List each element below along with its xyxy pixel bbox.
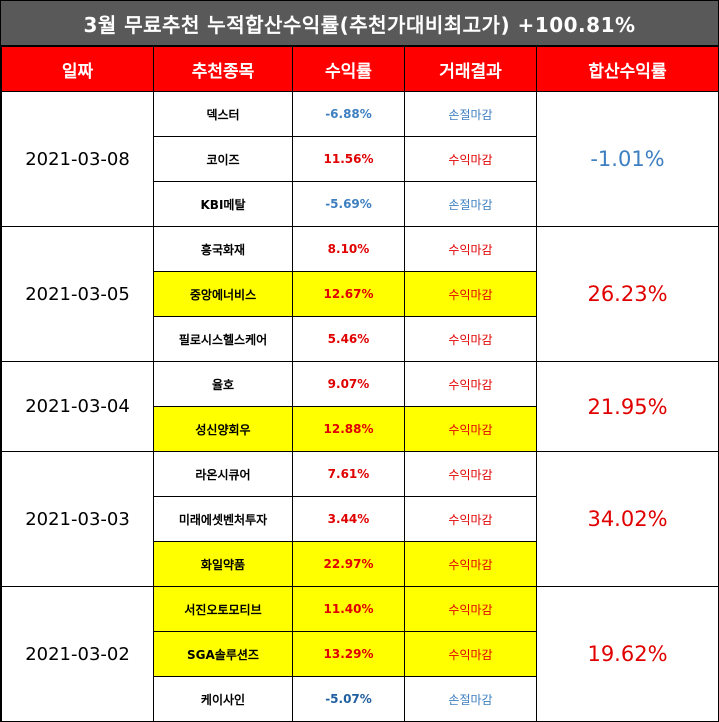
total-return-cell: 19.62%: [536, 586, 719, 722]
return-cell: 13.29%: [292, 631, 405, 677]
stock-name-cell: 율호: [153, 361, 293, 407]
date-cell: 2021-03-04: [1, 361, 154, 452]
header-total: 합산수익률: [536, 46, 719, 92]
header-row: 일짜 추천종목 수익률 거래결과 합산수익률: [1, 46, 719, 92]
stock-name-cell: 서진오토모티브: [153, 586, 293, 632]
result-cell: 수익마감: [404, 316, 537, 362]
stock-name-cell: 중앙에너비스: [153, 271, 293, 317]
total-return-cell: 26.23%: [536, 226, 719, 362]
table-row: 코이즈 11.56% 수익마감: [2, 136, 719, 182]
table-row: 케이사인 -5.07% 손절마감: [2, 676, 719, 722]
return-cell: 11.56%: [292, 136, 405, 182]
table-row: 2021-03-05 흥국화재 8.10% 수익마감 26.23%: [1, 226, 719, 362]
result-cell: 수익마감: [404, 361, 537, 407]
recommendation-table: 일짜 추천종목 수익률 거래결과 합산수익률 2021-03-08 덱스터 -6.8…: [1, 46, 719, 722]
result-cell: 수익마감: [404, 631, 537, 677]
return-cell: 3.44%: [292, 496, 405, 542]
table-row: KBI메탈 -5.69% 손절마감: [2, 181, 719, 227]
table-row: 화일약품 22.97% 수익마감: [2, 541, 719, 587]
table-row: 2021-03-04 율호 9.07% 수익마감 21.95%: [1, 361, 719, 452]
stock-name-cell: 흥국화재: [153, 226, 293, 272]
stock-name-cell: KBI메탈: [153, 181, 293, 227]
total-return-cell: -1.01%: [536, 91, 719, 227]
stock-name-cell: 라온시큐어: [153, 451, 293, 497]
return-cell: -6.88%: [292, 91, 405, 137]
page-title: 3월 무료추천 누적합산수익률(추천가대비최고가) +100.81%: [1, 1, 718, 45]
return-cell: 11.40%: [292, 586, 405, 632]
result-cell: 수익마감: [404, 271, 537, 317]
result-cell: 수익마감: [404, 226, 537, 272]
table-row: 미래에셋벤처투자 3.44% 수익마감: [2, 496, 719, 542]
result-cell: 손절마감: [404, 91, 537, 137]
return-cell: 12.88%: [292, 406, 405, 452]
return-cell: 9.07%: [292, 361, 405, 407]
stock-name-cell: 성신양회우: [153, 406, 293, 452]
header-stock: 추천종목: [153, 46, 293, 92]
return-cell: 7.61%: [292, 451, 405, 497]
header-return: 수익률: [292, 46, 405, 92]
result-cell: 수익마감: [404, 406, 537, 452]
stock-name-cell: SGA솔루션즈: [153, 631, 293, 677]
result-cell: 수익마감: [404, 451, 537, 497]
table-row: 중앙에너비스 12.67% 수익마감: [2, 271, 719, 317]
header-date: 일짜: [1, 46, 154, 92]
table-row: 필로시스헬스케어 5.46% 수익마감: [2, 316, 719, 362]
stock-name-cell: 화일약품: [153, 541, 293, 587]
table-row: SGA솔루션즈 13.29% 수익마감: [2, 631, 719, 677]
result-cell: 수익마감: [404, 136, 537, 182]
date-cell: 2021-03-08: [1, 91, 154, 227]
stock-name-cell: 미래에셋벤처투자: [153, 496, 293, 542]
stock-name-cell: 케이사인: [153, 676, 293, 722]
result-cell: 손절마감: [404, 676, 537, 722]
return-cell: 8.10%: [292, 226, 405, 272]
result-cell: 수익마감: [404, 496, 537, 542]
result-cell: 수익마감: [404, 586, 537, 632]
total-return-cell: 34.02%: [536, 451, 719, 587]
return-cell: 5.46%: [292, 316, 405, 362]
return-cell: -5.07%: [292, 676, 405, 722]
date-cell: 2021-03-03: [1, 451, 154, 587]
date-cell: 2021-03-02: [1, 586, 154, 722]
table-row: 2021-03-08 덱스터 -6.88% 손절마감 -1.01%: [1, 91, 719, 227]
return-cell: 12.67%: [292, 271, 405, 317]
header-result: 거래결과: [404, 46, 537, 92]
stock-name-cell: 필로시스헬스케어: [153, 316, 293, 362]
total-return-cell: 21.95%: [536, 361, 719, 452]
table-row: 성신양회우 12.88% 수익마감: [2, 406, 719, 452]
date-cell: 2021-03-05: [1, 226, 154, 362]
table-row: 2021-03-03 라온시큐어 7.61% 수익마감 34.02%: [1, 451, 719, 587]
stock-name-cell: 덱스터: [153, 91, 293, 137]
result-cell: 수익마감: [404, 541, 537, 587]
return-cell: -5.69%: [292, 181, 405, 227]
table-row: 2021-03-02 서진오토모티브 11.40% 수익마감 19.62%: [1, 586, 719, 722]
result-cell: 손절마감: [404, 181, 537, 227]
stock-name-cell: 코이즈: [153, 136, 293, 182]
return-cell: 22.97%: [292, 541, 405, 587]
